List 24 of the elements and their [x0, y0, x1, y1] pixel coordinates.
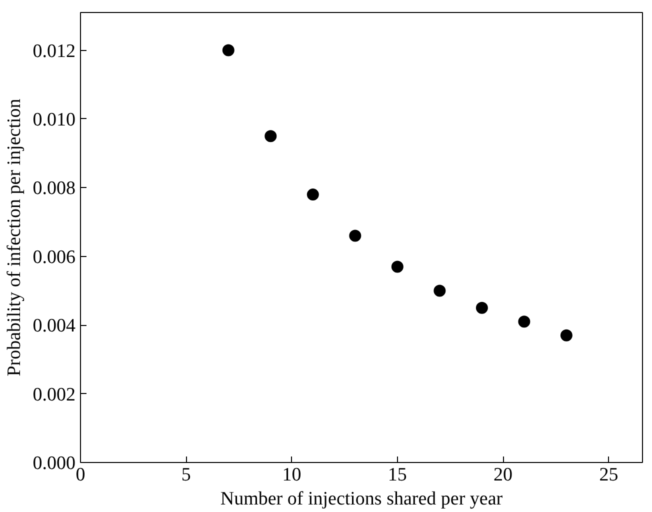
- x-tick-label: 25: [599, 464, 618, 486]
- x-tick-label: 10: [282, 464, 302, 486]
- point: [391, 260, 404, 273]
- x-tick-label: 0: [76, 464, 86, 486]
- y-tick-label: 0.002: [32, 384, 76, 406]
- y-axis-title: Probability of infection per injection: [4, 98, 25, 376]
- y-tick-label: 0.000: [32, 453, 76, 474]
- y-tick-label: 0.010: [32, 109, 76, 130]
- point: [264, 130, 277, 142]
- x-axis-title: Number of injections shared per year: [220, 488, 504, 510]
- y-tick-label: 0.008: [32, 178, 76, 200]
- x-tick-label: 5: [181, 464, 191, 486]
- x-tick-label: 15: [388, 464, 407, 486]
- x-tick-label: 20: [494, 464, 513, 486]
- point: [306, 188, 319, 201]
- y-tick-label: 0.012: [32, 40, 76, 62]
- y-tick-label: 0.006: [32, 246, 76, 268]
- point: [518, 316, 530, 328]
- point: [476, 302, 488, 314]
- point: [222, 44, 234, 56]
- point: [560, 329, 572, 342]
- point: [349, 230, 362, 242]
- y-tick-label: 0.004: [32, 316, 76, 337]
- point: [434, 284, 446, 297]
